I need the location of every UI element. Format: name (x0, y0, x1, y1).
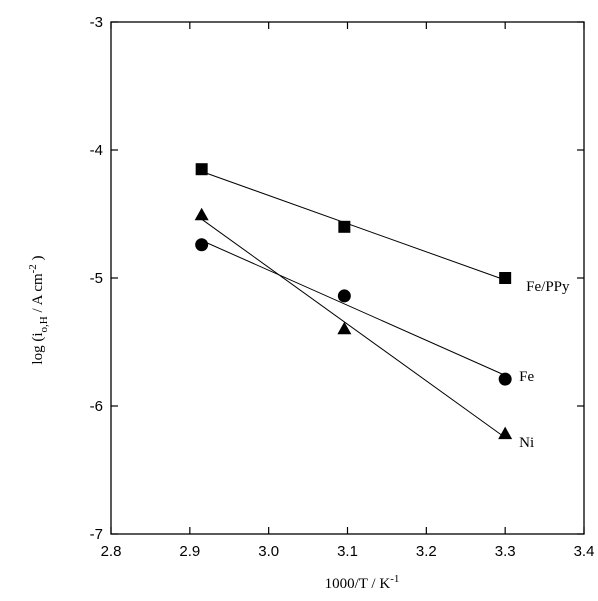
data-point-fe-ppy (195, 163, 208, 176)
data-point-fe (195, 238, 209, 252)
data-point-ni (498, 426, 513, 440)
x-tick-label: 3.0 (258, 543, 279, 560)
x-axis-title: 1000/T / K-1 (325, 573, 400, 592)
y-tick-label: -6 (90, 398, 103, 415)
x-tick-label: 3.4 (574, 543, 595, 560)
data-point-ni (194, 207, 209, 221)
x-tick-label: 3.1 (337, 543, 358, 560)
data-point-fe-ppy (338, 220, 351, 233)
y-tick-label: -3 (90, 14, 103, 31)
y-axis-title: log (io,H / A cm-2 ) (27, 255, 50, 364)
fit-line-fe (201, 240, 506, 376)
data-point-fe (337, 289, 351, 303)
y-tick-label: -7 (90, 526, 103, 543)
data-point-fe (498, 372, 512, 386)
x-tick-label: 3.3 (495, 543, 516, 560)
series-label-fe-ppy: Fe/PPy (526, 279, 570, 295)
fit-line-fe-ppy (201, 171, 506, 281)
data-markers (194, 163, 513, 440)
x-tick-label: 3.2 (416, 543, 437, 560)
y-tick-label: -5 (90, 270, 103, 287)
series-labels: Fe/PPy Fe Ni (519, 279, 570, 451)
plot-frame (110, 21, 585, 535)
data-point-fe-ppy (499, 272, 512, 284)
data-point-ni (337, 321, 352, 335)
x-tick-label: 2.8 (101, 543, 122, 560)
x-tick-label: 2.9 (179, 543, 200, 560)
fit-line-ni (201, 218, 506, 439)
fit-lines (201, 171, 506, 439)
series-label-fe: Fe (519, 369, 534, 385)
series-label-ni: Ni (519, 435, 534, 451)
x-axis-ticks: 2.8 2.9 3.0 3.1 3.2 3.3 3.4 (101, 22, 595, 560)
y-tick-label: -4 (90, 142, 103, 159)
y-axis-ticks: -7 -6 -5 -4 -3 (90, 14, 584, 543)
